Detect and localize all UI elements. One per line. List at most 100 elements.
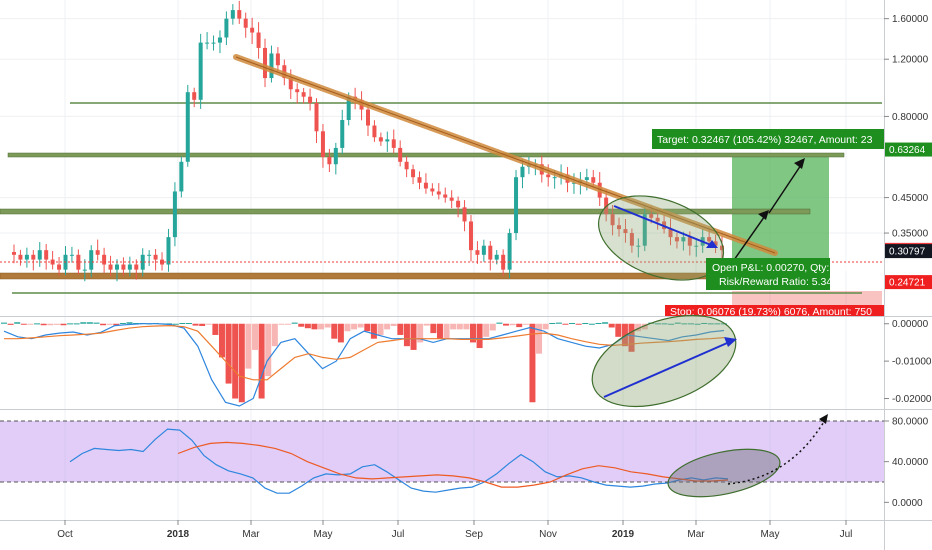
time-tick-label: Oct — [57, 529, 73, 540]
macd-histogram-bar — [549, 322, 556, 324]
macd-histogram-bar — [529, 323, 536, 403]
macd-histogram-bar — [324, 323, 331, 328]
macd-histogram-bar — [47, 323, 54, 326]
macd-histogram-bar — [476, 323, 483, 349]
macd-histogram-bar — [483, 323, 490, 337]
time-tick-label: May — [314, 529, 333, 540]
candle-body — [12, 252, 16, 255]
candle-body — [514, 177, 519, 234]
stop-label-box[interactable]: Stop: 0.06076 (19.73%) 6076, Amount: 750 — [665, 305, 884, 318]
macd-histogram-bar — [245, 323, 252, 369]
candle-body — [423, 182, 428, 189]
candle-body — [404, 161, 409, 170]
macd-histogram-bar — [304, 323, 311, 329]
position-label-box[interactable]: Open P&L: 0.00270, Qty: 4114 Risk/Reward… — [706, 258, 855, 290]
candle-body — [134, 264, 139, 270]
projection-arrow-1-head — [758, 210, 769, 220]
candle-body — [308, 96, 313, 103]
candle-body — [102, 254, 107, 265]
macd-histogram-bar — [687, 323, 694, 325]
candle-body — [417, 177, 422, 183]
candle-body — [391, 139, 396, 148]
macd-histogram-bar — [714, 323, 721, 325]
macd-histogram-bar — [443, 323, 450, 339]
macd-histogram-bar — [60, 323, 67, 326]
macd-histogram-bar — [225, 323, 232, 384]
macd-histogram-bar — [7, 323, 14, 325]
candle-body — [147, 254, 152, 256]
candle-body — [552, 177, 557, 179]
macd-histogram-bar — [172, 323, 179, 325]
candle-body — [623, 229, 628, 234]
candle-body — [411, 169, 416, 178]
candle-body — [57, 264, 62, 270]
candle-body — [610, 214, 615, 226]
macd-histogram-bar — [668, 323, 675, 325]
candle-body — [160, 259, 165, 265]
macd-histogram-bar — [423, 323, 430, 326]
candle-body — [707, 237, 712, 242]
macd-histogram-bar — [456, 323, 463, 330]
macd-histogram-bar — [278, 323, 285, 325]
time-tick-label: Jul — [840, 529, 853, 540]
candle-body — [31, 254, 36, 260]
candle-body — [449, 197, 454, 201]
candle-body — [481, 245, 486, 255]
candle-body — [44, 250, 49, 260]
macd-histogram-bar — [86, 322, 93, 324]
candle-body — [636, 245, 641, 247]
macd-tick-label: 0.00000 — [892, 319, 929, 330]
candle-body — [591, 177, 596, 183]
macd-histogram-bar — [516, 323, 523, 328]
macd-histogram-bar — [100, 323, 107, 326]
time-tick-label: Nov — [539, 529, 557, 540]
price-tick-label: 1.20000 — [892, 55, 929, 66]
macd-histogram-bar — [615, 323, 622, 337]
candle-body — [475, 250, 480, 255]
macd-histogram-bar — [20, 323, 27, 325]
macd-histogram-bar — [285, 323, 292, 325]
price-tag-label: 0.30797 — [889, 247, 926, 258]
macd-histogram-bar — [265, 323, 272, 377]
price-tag-bg — [885, 244, 932, 259]
target-label-box[interactable]: Target: 0.32467 (105.42%) 32467, Amount:… — [652, 129, 884, 149]
macd-histogram-bar — [212, 323, 219, 335]
rsi-projection — [727, 419, 826, 485]
macd-histogram-bar — [298, 323, 305, 327]
macd-histogram-bar — [450, 323, 457, 330]
macd-histogram-bar — [93, 322, 100, 324]
rsi-projection-head — [819, 414, 828, 424]
macd-tick-label: -0.02000 — [892, 394, 932, 405]
macd-histogram-bar — [318, 323, 325, 330]
macd-histogram-bar — [588, 323, 595, 325]
candle-body — [501, 254, 506, 270]
macd-histogram-bar — [14, 322, 21, 324]
macd-histogram-bar — [707, 323, 714, 325]
macd-histogram-bar — [185, 322, 192, 324]
candle-body — [468, 221, 473, 251]
macd-panel[interactable] — [1, 322, 727, 407]
candle-body — [179, 161, 184, 192]
time-tick-label: 2018 — [167, 529, 190, 540]
candle-body — [108, 264, 113, 270]
macd-histogram-bar — [80, 322, 87, 324]
rsi-line — [69, 428, 729, 494]
candle-body — [185, 92, 190, 162]
price-axis[interactable]: 1.60000 1.20000 0.80000 0.45000 0.35000 0.632… — [884, 14, 932, 509]
macd-histogram-bar — [602, 322, 609, 324]
macd-histogram-bar — [331, 323, 338, 339]
candle-body — [140, 254, 145, 270]
rsi-tick-label: 0.0000 — [892, 498, 923, 509]
macd-histogram-bar — [681, 323, 688, 325]
time-axis[interactable]: Oct 2018 Mar May Jul Sep Nov 2019 Mar May Jul — [57, 520, 852, 540]
macd-histogram-bar — [126, 322, 133, 324]
macd-histogram-bar — [522, 323, 529, 325]
rsi-panel[interactable] — [69, 428, 729, 494]
candle-body — [430, 188, 435, 192]
candle-body — [243, 18, 248, 28]
candle-body — [288, 78, 293, 90]
macd-histogram-bar — [364, 323, 371, 332]
wedge-arrow-head — [706, 240, 718, 248]
candle-body — [366, 109, 370, 126]
